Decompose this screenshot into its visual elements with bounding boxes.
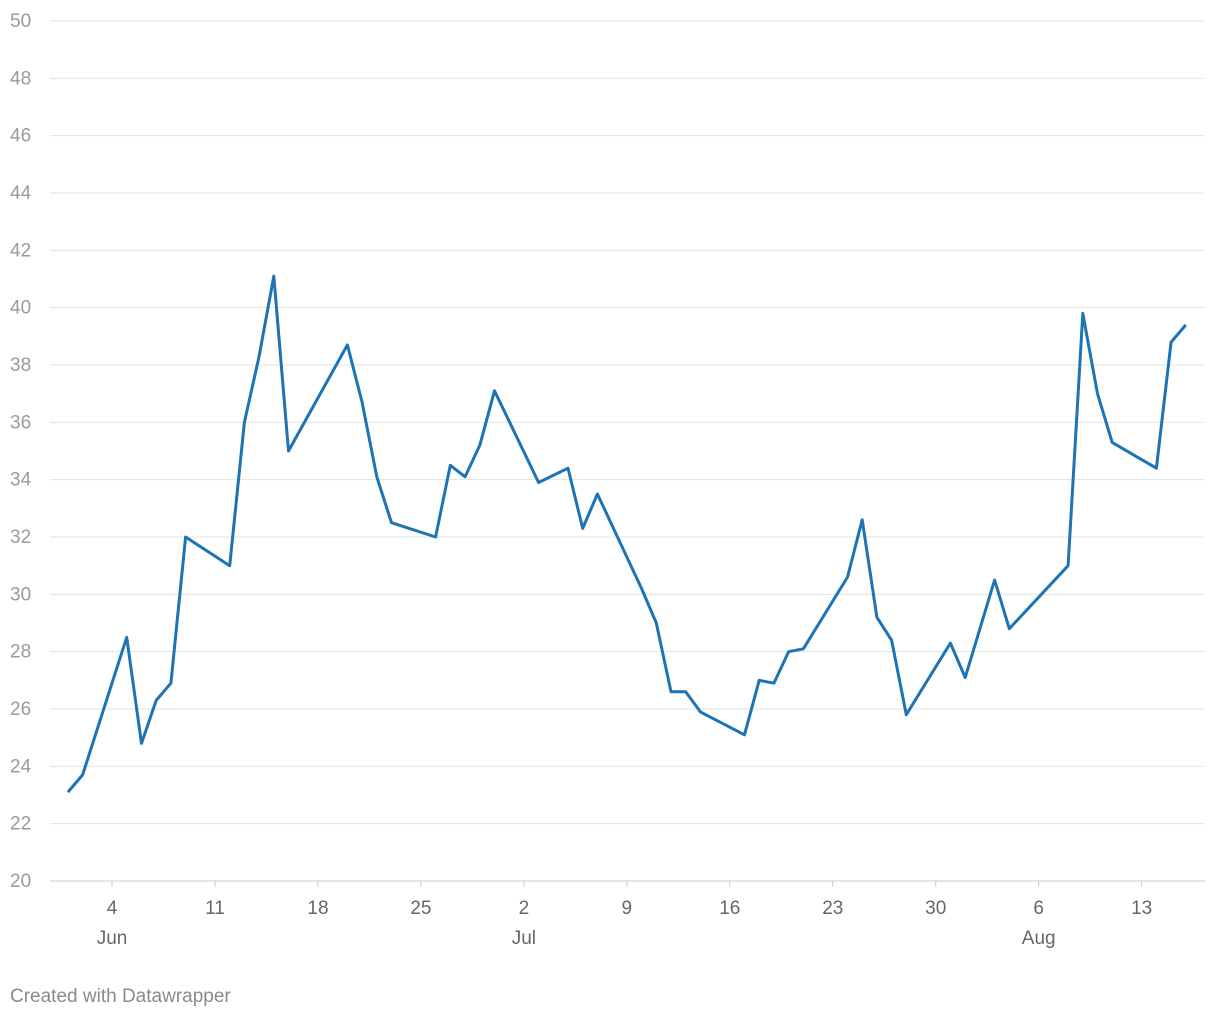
y-tick-label: 30: [10, 584, 31, 605]
x-tick-label: 11: [205, 898, 225, 919]
y-tick-label: 50: [10, 11, 31, 32]
y-tick-label: 20: [10, 871, 31, 892]
x-tick-label: 25: [410, 898, 431, 919]
x-month-label: Jul: [512, 928, 536, 949]
x-month-label: Jun: [97, 928, 128, 949]
y-tick-label: 48: [10, 68, 31, 89]
y-tick-label: 28: [10, 642, 31, 663]
y-tick-label: 24: [10, 756, 32, 777]
y-tick-label: 32: [10, 527, 31, 548]
y-tick-label: 38: [10, 355, 31, 376]
x-tick-label: 9: [622, 898, 633, 919]
x-tick-label: 23: [822, 898, 843, 919]
x-tick-label: 4: [107, 898, 118, 919]
y-tick-label: 36: [10, 412, 31, 433]
x-tick-label: 13: [1131, 898, 1152, 919]
y-tick-label: 22: [10, 814, 31, 835]
x-tick-label: 18: [307, 898, 328, 919]
y-tick-label: 42: [10, 240, 31, 261]
y-tick-label: 40: [10, 298, 31, 319]
x-tick-label: 30: [925, 898, 946, 919]
footer: Created with Datawrapper: [10, 986, 231, 1007]
data-line: [66, 274, 1187, 794]
x-month-label: Aug: [1022, 928, 1056, 949]
x-tick-label: 2: [519, 898, 530, 919]
y-tick-label: 44: [10, 183, 32, 204]
y-tick-label: 46: [10, 126, 31, 147]
x-tick-label: 16: [719, 898, 740, 919]
y-tick-label: 26: [10, 699, 31, 720]
x-tick-label: 6: [1033, 898, 1044, 919]
y-tick-label: 34: [10, 470, 32, 491]
